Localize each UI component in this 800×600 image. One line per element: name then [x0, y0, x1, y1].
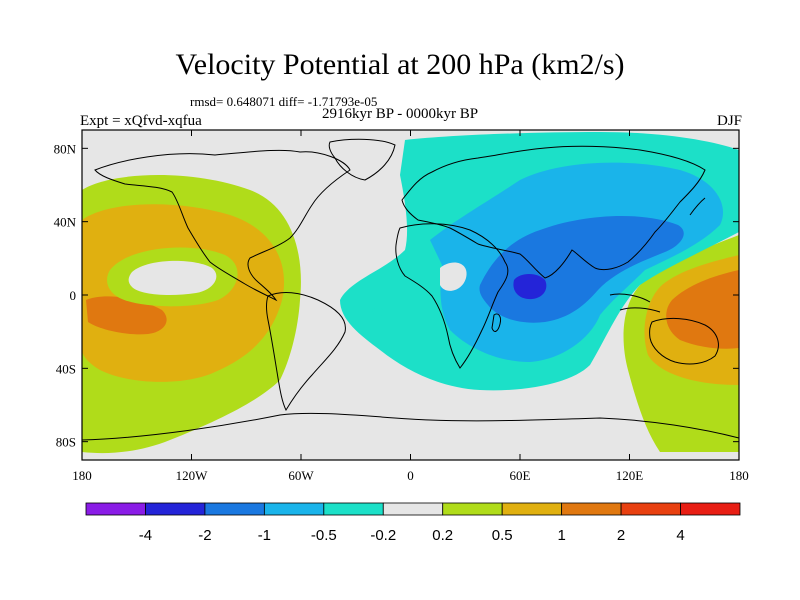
colorbar-swatch: [680, 502, 741, 516]
colorbar-level-label: 0.2: [432, 527, 453, 544]
experiment-label: Expt = xQfvd-xqfua: [80, 113, 202, 129]
y-tick-label: 80N: [54, 141, 77, 156]
africa-neutral-blob: [440, 262, 467, 291]
colorbar-level-label: 4: [676, 527, 684, 544]
axis-ticks: [81, 130, 740, 460]
chart-title: Velocity Potential at 200 hPa (km2/s): [175, 48, 625, 81]
x-tick-label: 0: [407, 468, 414, 483]
colorbar-level-label: 1: [557, 527, 565, 544]
x-axis-labels: 180 120W 60W 0 60E 120E 180: [72, 468, 749, 483]
y-tick-label: 40S: [56, 361, 76, 376]
indian-ocean-core-region: [513, 274, 547, 300]
colorbar: [85, 502, 741, 516]
x-tick-label: 120W: [176, 468, 209, 483]
pacific-neutral-center: [128, 260, 217, 295]
colorbar-swatch: [382, 502, 444, 516]
x-tick-label: 180: [72, 468, 92, 483]
colorbar-swatch: [85, 502, 146, 516]
x-tick-label: 60W: [288, 468, 314, 483]
colorbar-swatch: [263, 502, 325, 516]
colorbar-level-label: -1: [258, 527, 271, 544]
colorbar-level-label: 0.5: [492, 527, 513, 544]
coastlines: [81, 138, 740, 441]
y-axis-labels: 80N 40N 0 40S 80S: [54, 141, 77, 449]
stats-label: rmsd= 0.648071 diff= -1.71793e-05: [190, 94, 378, 109]
colorbar-swatch: [501, 502, 563, 516]
colorbar-labels: -4 -2 -1 -0.5 -0.2 0.2 0.5 1 2 4: [139, 527, 685, 544]
period-label: 2916kyr BP - 0000kyr BP: [322, 106, 479, 122]
atlantic-negative-patch: [372, 307, 384, 317]
colorbar-level-label: -0.2: [370, 527, 396, 544]
pacific-strong-region: [86, 296, 167, 335]
colorbar-swatch: [442, 502, 503, 516]
y-tick-label: 80S: [56, 435, 76, 450]
colorbar-swatch: [620, 502, 681, 516]
field-shading: [82, 130, 739, 460]
colorbar-swatch: [561, 502, 622, 516]
y-tick-label: 0: [70, 288, 77, 303]
y-tick-label: 40N: [54, 215, 77, 230]
x-tick-label: 180: [729, 468, 749, 483]
season-label: DJF: [716, 113, 742, 129]
colorbar-swatch: [204, 502, 265, 516]
x-tick-label: 120E: [616, 468, 644, 483]
colorbar-level-label: -0.5: [311, 527, 337, 544]
colorbar-swatch: [323, 502, 384, 516]
x-tick-label: 60E: [510, 468, 531, 483]
colorbar-level-label: 2: [617, 527, 625, 544]
australia-strong-region: [666, 270, 739, 349]
colorbar-level-label: -2: [198, 527, 211, 544]
colorbar-swatch: [145, 502, 206, 516]
colorbar-level-label: -4: [139, 527, 152, 544]
